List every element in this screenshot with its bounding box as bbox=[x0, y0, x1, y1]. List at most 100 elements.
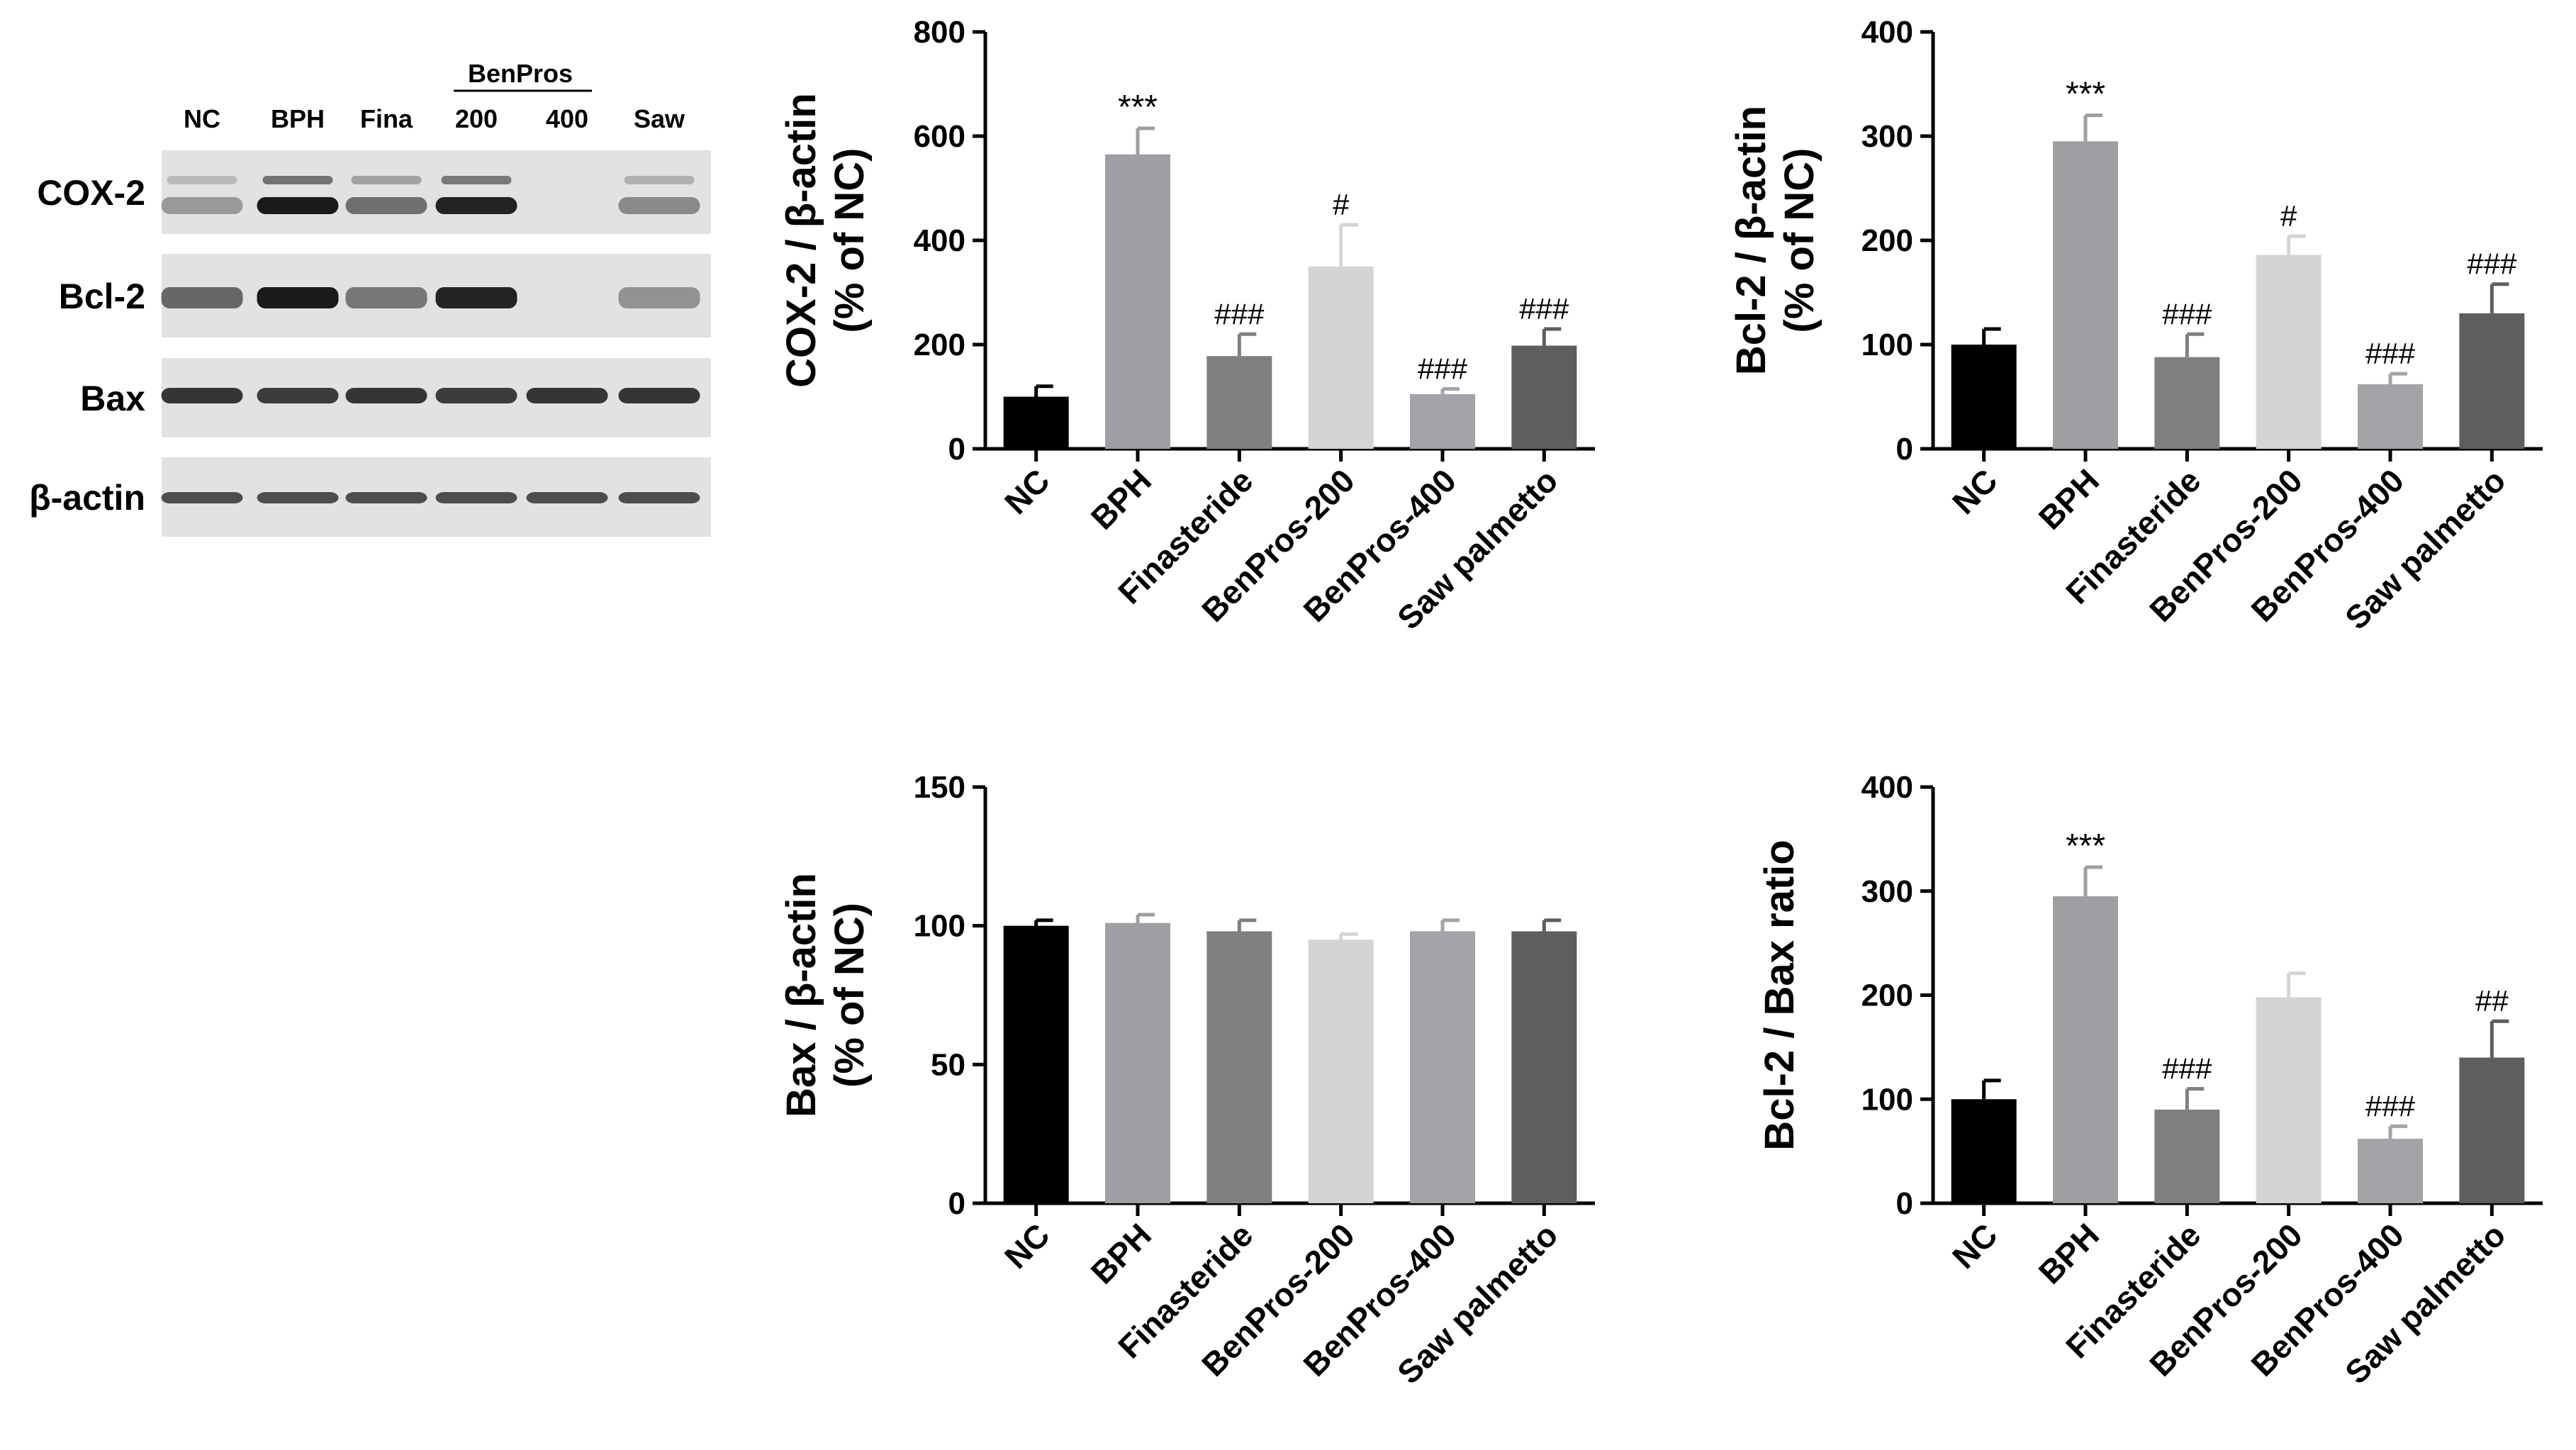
lane-label: BPH bbox=[271, 104, 325, 133]
bar-saw-palmetto bbox=[2459, 1057, 2525, 1203]
lane-label: 400 bbox=[546, 104, 588, 133]
y-tick-label: 400 bbox=[1861, 770, 1913, 805]
y-axis-label-unit: (% of NC) bbox=[827, 903, 873, 1088]
x-tick-label: BPH bbox=[2032, 462, 2106, 536]
blot-band bbox=[618, 287, 700, 308]
y-tick-label: 0 bbox=[1896, 1186, 1913, 1221]
significance-marker: ### bbox=[1418, 352, 1468, 385]
blot-row-label: COX-2 bbox=[37, 173, 145, 213]
bar-bph bbox=[1105, 922, 1170, 1203]
western-blot-panel: NC BPH Fina 200 400 Saw BenPros COX-2 Bcl-2 Bax β-… bbox=[29, 59, 711, 537]
blot-band bbox=[435, 492, 517, 503]
blot-band bbox=[618, 197, 700, 214]
blot-band bbox=[257, 197, 339, 214]
blot-band bbox=[345, 492, 427, 503]
y-tick-label: 200 bbox=[1861, 223, 1913, 258]
blot-band bbox=[161, 287, 243, 308]
x-tick-label: BPH bbox=[2032, 1216, 2106, 1290]
significance-marker: ### bbox=[2365, 337, 2416, 370]
y-axis-label-unit: (% of NC) bbox=[1776, 148, 1822, 333]
bcl2-chart: 0 100 200 300 400 Bcl-2 / β-actin (% of NC) NC *… bbox=[1728, 15, 2543, 637]
blot-band bbox=[161, 388, 243, 403]
bar-saw-palmetto bbox=[1511, 345, 1577, 449]
lane-label: 200 bbox=[455, 104, 498, 133]
y-tick-label: 800 bbox=[914, 15, 965, 50]
bar-bph bbox=[2053, 141, 2118, 449]
blot-band-upper bbox=[624, 176, 695, 184]
y-tick-label: 200 bbox=[914, 328, 965, 362]
significance-marker: # bbox=[1333, 188, 1350, 221]
significance-marker: ### bbox=[1214, 297, 1265, 330]
significance-marker: ## bbox=[2475, 984, 2509, 1017]
bar-finasteride bbox=[2154, 357, 2220, 449]
y-tick-label: 600 bbox=[914, 119, 965, 154]
y-tick-label: 400 bbox=[1861, 15, 1913, 50]
blot-band bbox=[345, 287, 427, 308]
blot-band bbox=[345, 197, 427, 214]
y-axis-label: Bax / β-actin bbox=[778, 873, 824, 1117]
significance-marker: *** bbox=[2066, 827, 2105, 865]
significance-marker: # bbox=[2280, 199, 2297, 233]
lane-label: Fina bbox=[360, 104, 413, 133]
bar-benpros-200 bbox=[1308, 939, 1374, 1203]
bar-benpros-400 bbox=[2358, 384, 2423, 449]
x-tick-label: NC bbox=[1945, 462, 2005, 521]
blot-band bbox=[257, 492, 339, 503]
blot-band bbox=[435, 388, 517, 403]
significance-marker: *** bbox=[1118, 89, 1158, 126]
y-tick-label: 100 bbox=[1861, 1082, 1913, 1117]
bar-benpros-200 bbox=[1308, 266, 1374, 449]
y-axis-label-unit: (% of NC) bbox=[827, 148, 873, 333]
significance-marker: ### bbox=[2365, 1089, 2416, 1122]
y-axis-label: Bcl-2 / β-actin bbox=[1728, 106, 1774, 375]
y-tick-label: 200 bbox=[1861, 978, 1913, 1013]
y-tick-label: 300 bbox=[1861, 874, 1913, 909]
blot-band bbox=[526, 388, 608, 403]
x-tick-label: NC bbox=[1945, 1216, 2005, 1276]
lane-label: Saw bbox=[634, 104, 685, 133]
y-tick-label: 0 bbox=[948, 432, 965, 467]
blot-band-upper bbox=[351, 176, 422, 184]
significance-marker: ### bbox=[1519, 292, 1569, 325]
blot-band bbox=[618, 492, 700, 503]
blot-band-upper bbox=[441, 176, 512, 184]
bar-nc bbox=[1003, 925, 1069, 1203]
bar-benpros-200 bbox=[2256, 997, 2322, 1203]
bar-nc bbox=[1951, 1099, 2017, 1203]
bcl2-bax-ratio-chart: 0 100 200 300 400 Bcl-2 / Bax ratio NC *** BPH ##… bbox=[1757, 770, 2543, 1391]
y-tick-label: 150 bbox=[914, 770, 965, 805]
bar-benpros-400 bbox=[1410, 931, 1475, 1203]
blot-row-label: Bcl-2 bbox=[59, 277, 145, 316]
blot-band bbox=[435, 287, 517, 308]
blot-band bbox=[526, 492, 608, 503]
group-label: BenPros bbox=[468, 59, 573, 88]
y-tick-label: 0 bbox=[948, 1186, 965, 1221]
bar-nc bbox=[1951, 345, 2017, 449]
y-axis-label: COX-2 / β-actin bbox=[778, 93, 824, 388]
bar-bph bbox=[1105, 154, 1170, 449]
y-tick-label: 100 bbox=[914, 909, 965, 944]
blot-band bbox=[618, 388, 700, 403]
x-tick-label: BPH bbox=[1084, 1216, 1158, 1290]
bar-finasteride bbox=[2154, 1109, 2220, 1203]
blot-band-upper bbox=[262, 176, 333, 184]
y-tick-label: 100 bbox=[1861, 328, 1913, 362]
blot-row-label: Bax bbox=[80, 379, 145, 418]
significance-marker: ### bbox=[2467, 247, 2517, 281]
bar-nc bbox=[1003, 396, 1069, 449]
bar-benpros-200 bbox=[2256, 255, 2322, 449]
lane-label: NC bbox=[184, 104, 220, 133]
y-tick-label: 0 bbox=[1896, 432, 1913, 467]
bar-benpros-400 bbox=[2358, 1139, 2423, 1203]
bar-finasteride bbox=[1206, 931, 1272, 1203]
blot-row-label: β-actin bbox=[29, 478, 145, 518]
bar-saw-palmetto bbox=[2459, 313, 2525, 449]
blot-band-upper bbox=[167, 176, 237, 184]
cox2-chart: 0 200 400 600 800 COX-2 / β-actin (% of NC) NC *… bbox=[778, 15, 1595, 637]
blot-band bbox=[345, 388, 427, 403]
y-axis-label: Bcl-2 / Bax ratio bbox=[1757, 840, 1803, 1150]
blot-strip bbox=[162, 150, 711, 234]
significance-marker: ### bbox=[2162, 297, 2212, 330]
